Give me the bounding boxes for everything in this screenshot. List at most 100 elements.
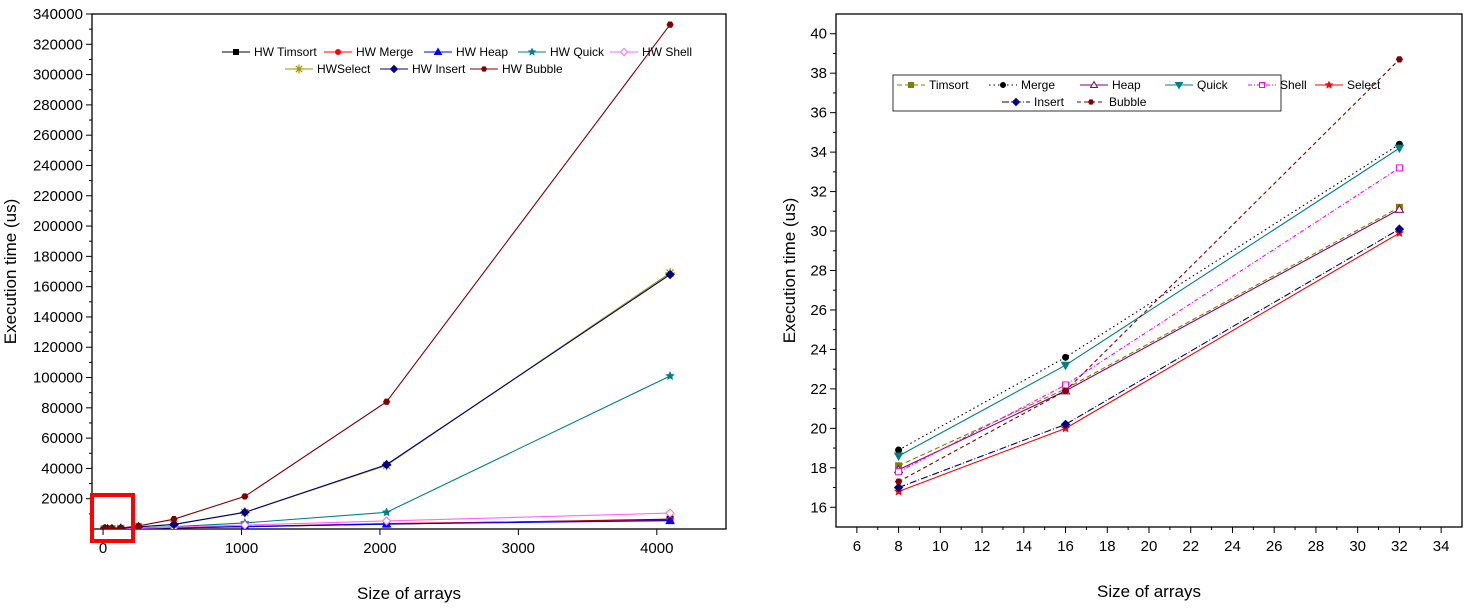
right-legend: Timsort Merge Heap Quick Shell Select Insert Bu… bbox=[892, 74, 1381, 112]
right-legend-item-merge: Merge bbox=[989, 78, 1055, 92]
left-point-hw-insert bbox=[240, 507, 250, 518]
right-legend-item-bubble: Bubble bbox=[1077, 95, 1147, 109]
right-x-tick-label: 16 bbox=[1057, 538, 1074, 555]
right-x-tick-label: 14 bbox=[1015, 538, 1032, 555]
left-x-tick-label: 1000 bbox=[225, 540, 258, 557]
left-y-tick-label: 40000 bbox=[41, 460, 83, 477]
left-line-hw-bubble bbox=[104, 24, 671, 529]
right-legend-label: Heap bbox=[1112, 78, 1141, 92]
right-x-ticks: 6 8 10 12 14 16 18 20 22 24 26 28 30 32 34 bbox=[853, 527, 1450, 555]
right-series-quick bbox=[893, 144, 1405, 461]
right-y-tick-label: 36 bbox=[810, 105, 827, 122]
left-y-tick-label: 160000 bbox=[33, 279, 83, 296]
right-point-insert bbox=[893, 482, 904, 493]
right-point-shell bbox=[1062, 381, 1070, 389]
right-y-tick-label: 16 bbox=[810, 499, 827, 516]
left-point-hw-bubble bbox=[117, 524, 125, 529]
right-legend-marker bbox=[1324, 80, 1334, 89]
right-line-select bbox=[898, 232, 1400, 492]
right-point-heap bbox=[1394, 204, 1405, 213]
right-legend-marker bbox=[1259, 82, 1265, 88]
right-series-timsort bbox=[895, 203, 1403, 470]
left-y-tick-label: 140000 bbox=[33, 309, 83, 326]
right-legend-marker bbox=[1011, 97, 1021, 107]
right-point-shell bbox=[895, 468, 903, 476]
right-legend-item-insert: Insert bbox=[1002, 95, 1065, 109]
right-y-axis-title: Execution time (us) bbox=[780, 198, 799, 344]
left-point-hw-insert bbox=[665, 269, 675, 280]
left-legend-item-hw-insert: HW Insert bbox=[380, 62, 466, 76]
right-series-shell bbox=[895, 164, 1403, 476]
left-point-hw-bubble bbox=[666, 21, 674, 28]
left-y-tick-label: 20000 bbox=[41, 491, 83, 508]
right-x-tick-label: 28 bbox=[1308, 538, 1325, 555]
left-point-hw-insert bbox=[381, 459, 392, 470]
right-point-bubble bbox=[1395, 56, 1403, 63]
left-point-hw-bubble bbox=[241, 493, 249, 500]
right-x-tick-label: 26 bbox=[1266, 538, 1283, 555]
right-legend-item-quick: Quick bbox=[1165, 78, 1229, 92]
left-y-tick-label: 220000 bbox=[33, 188, 83, 205]
left-legend-marker bbox=[294, 64, 304, 74]
right-line-shell bbox=[898, 167, 1400, 473]
right-x-tick-label: 32 bbox=[1391, 538, 1408, 555]
right-line-insert bbox=[898, 228, 1400, 489]
right-y-tick-label: 38 bbox=[810, 65, 827, 82]
right-y-tick-label: 40 bbox=[810, 26, 827, 43]
right-y-tick-label: 32 bbox=[810, 184, 827, 201]
right-legend-marker bbox=[908, 82, 914, 88]
left-y-tick-label: 280000 bbox=[33, 97, 83, 114]
left-point-hw-quick bbox=[381, 507, 392, 517]
right-legend-marker bbox=[1000, 82, 1006, 88]
left-y-tick-label: 180000 bbox=[33, 248, 83, 265]
right-line-timsort bbox=[898, 206, 1400, 467]
left-point-hw-heap bbox=[665, 515, 675, 525]
right-legend-label: Shell bbox=[1280, 78, 1307, 92]
left-y-tick-label: 300000 bbox=[33, 67, 83, 84]
left-legend-label: HW Heap bbox=[456, 45, 508, 59]
left-legend-marker bbox=[619, 47, 629, 57]
right-x-axis-title: Size of arrays bbox=[1097, 582, 1201, 601]
right-legend-item-select: Select bbox=[1315, 78, 1381, 92]
left-legend-marker bbox=[433, 47, 443, 55]
left-x-tick-label: 4000 bbox=[640, 540, 673, 557]
right-legend-item-heap: Heap bbox=[1080, 78, 1141, 92]
left-y-axis-title: Execution time (us) bbox=[1, 199, 20, 345]
left-point-hw-bubble bbox=[108, 525, 116, 529]
right-point-insert bbox=[1060, 419, 1071, 430]
left-legend-label: HW Insert bbox=[412, 62, 466, 76]
left-y-tick-label: 100000 bbox=[33, 370, 83, 387]
right-point-bubble bbox=[895, 478, 903, 485]
right-legend-label: Timsort bbox=[929, 78, 969, 92]
left-legend-label: HWSelect bbox=[317, 62, 371, 76]
right-y-tick-label: 24 bbox=[810, 341, 827, 358]
right-y-tick-label: 26 bbox=[810, 302, 827, 319]
left-legend-item-hw-bubble: HW Bubble bbox=[470, 62, 563, 76]
left-legend-item-hw-quick: HW Quick bbox=[518, 45, 605, 59]
right-y-tick-label: 30 bbox=[810, 223, 827, 240]
right-point-merge bbox=[895, 446, 903, 454]
right-series-merge bbox=[895, 140, 1403, 454]
left-x-tick-label: 3000 bbox=[502, 540, 535, 557]
right-y-ticks: 16 18 20 22 24 26 28 30 32 34 36 38 40 bbox=[810, 26, 836, 516]
left-legend-label: HW Timsort bbox=[254, 45, 317, 59]
right-x-tick-label: 20 bbox=[1141, 538, 1158, 555]
right-x-tick-label: 18 bbox=[1099, 538, 1116, 555]
right-point-merge bbox=[1062, 353, 1070, 361]
right-legend-box bbox=[892, 74, 1282, 112]
right-x-tick-label: 10 bbox=[932, 538, 949, 555]
left-point-hw-bubble bbox=[134, 522, 143, 529]
left-point-hw-bubble bbox=[382, 398, 391, 405]
left-legend: HW Timsort HW Merge HW Heap HW Quick HW Shel… bbox=[222, 45, 692, 76]
chart-left-execution-time-large: 2000040000600008000010000012000014000016… bbox=[1, 6, 727, 603]
left-axes bbox=[91, 13, 727, 530]
left-point-hw-shell bbox=[665, 508, 675, 518]
left-legend-label: HW Bubble bbox=[502, 62, 563, 76]
right-x-tick-label: 6 bbox=[853, 538, 861, 555]
right-legend-label: Quick bbox=[1197, 78, 1229, 92]
right-legend-label: Select bbox=[1347, 78, 1381, 92]
right-x-tick-label: 8 bbox=[894, 538, 902, 555]
right-x-tick-label: 34 bbox=[1433, 538, 1450, 555]
left-x-tick-label: 0 bbox=[99, 540, 107, 557]
left-y-tick-label: 200000 bbox=[33, 218, 83, 235]
